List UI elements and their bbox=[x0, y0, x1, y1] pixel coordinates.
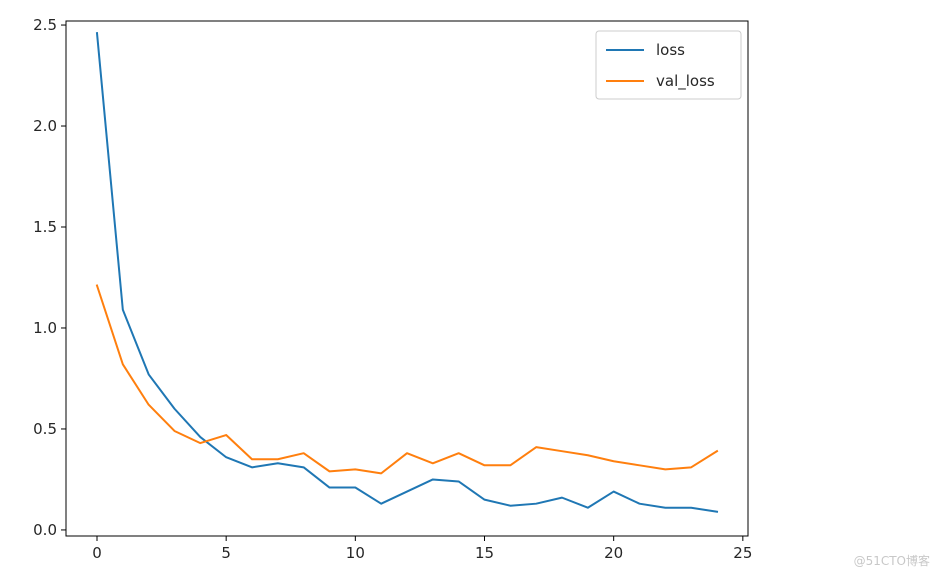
series-line-val-loss bbox=[95, 284, 719, 475]
series-line-loss bbox=[95, 32, 719, 513]
y-tick-label: 2.0 bbox=[33, 117, 57, 135]
y-tick-label: 1.5 bbox=[33, 218, 57, 236]
plot-area bbox=[95, 32, 719, 513]
axes-frame bbox=[65, 20, 749, 537]
x-tick-label: 25 bbox=[733, 544, 752, 562]
y-axis: 0.0 0.5 1.0 1.5 2.0 2.5 bbox=[33, 16, 66, 539]
y-tick-label: 0.5 bbox=[33, 420, 57, 438]
x-tick-label: 5 bbox=[221, 544, 231, 562]
legend-label-loss: loss bbox=[656, 41, 685, 59]
x-tick-label: 15 bbox=[475, 544, 494, 562]
watermark-text: @51CTO博客 bbox=[853, 554, 930, 568]
y-tick-label: 2.5 bbox=[33, 16, 57, 34]
y-tick-label: 1.0 bbox=[33, 319, 57, 337]
x-axis: 0 5 10 15 20 25 bbox=[92, 536, 752, 562]
x-tick-label: 0 bbox=[92, 544, 102, 562]
x-tick-label: 10 bbox=[346, 544, 365, 562]
y-tick-label: 0.0 bbox=[33, 521, 57, 539]
x-tick-label: 20 bbox=[604, 544, 623, 562]
legend-label-val-loss: val_loss bbox=[656, 72, 715, 91]
legend: loss val_loss bbox=[595, 30, 742, 100]
